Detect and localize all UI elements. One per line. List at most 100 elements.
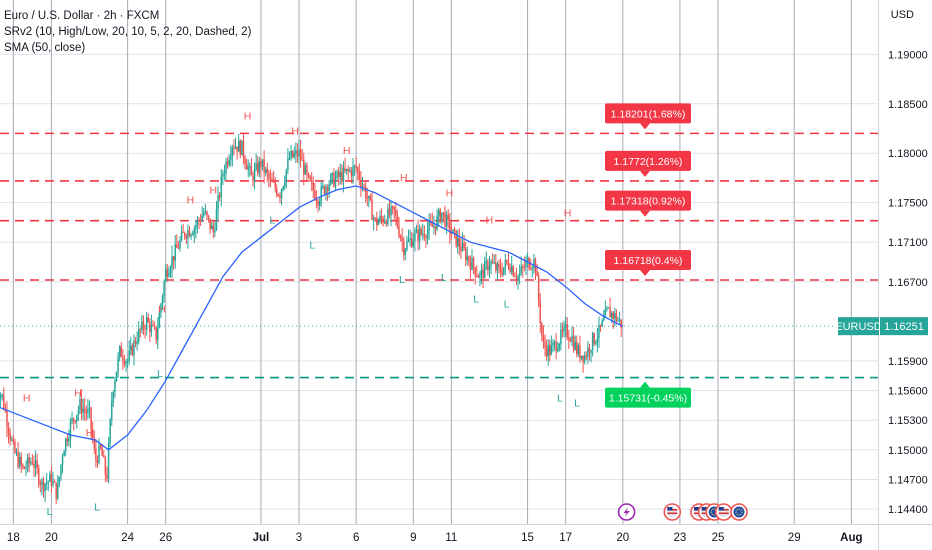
candle-up — [377, 220, 380, 225]
x-tick-label: 26 — [159, 532, 172, 544]
candle-up — [253, 168, 256, 182]
candle-up — [433, 225, 435, 228]
candle-down — [310, 180, 313, 183]
candle-up — [390, 206, 392, 216]
indicator-srv2[interactable]: SRv2 (10, High/Low, 20, 10, 5, 2, 20, Da… — [4, 26, 252, 38]
candle-up — [285, 169, 288, 182]
candle-up — [415, 229, 418, 233]
candle-up — [610, 312, 613, 318]
candle-up — [288, 158, 291, 160]
candle-down — [199, 220, 202, 222]
candle-down — [185, 236, 188, 239]
candle-down — [450, 232, 453, 234]
eu-flag-icon[interactable] — [730, 503, 748, 521]
candle-up — [118, 346, 121, 358]
candle-up — [161, 296, 164, 305]
candle-down — [91, 428, 94, 440]
pivot-high-label: H — [343, 145, 351, 157]
candle-up — [590, 350, 592, 353]
candle-down — [491, 261, 494, 263]
candle-down — [393, 206, 395, 210]
candle-down — [544, 342, 546, 348]
candle-up — [422, 233, 424, 235]
candle-up — [58, 477, 61, 485]
candle-down — [487, 261, 489, 271]
candle-up — [520, 266, 522, 273]
currency-label[interactable]: USD — [890, 9, 914, 21]
candle-up — [201, 215, 203, 222]
candle-up — [526, 257, 529, 262]
candle-up — [372, 217, 375, 221]
candle-up — [518, 272, 521, 277]
candle-up — [547, 344, 549, 357]
level-tag-pointer — [640, 381, 650, 388]
candle-down — [271, 178, 273, 182]
pivot-high-label: H — [74, 387, 82, 399]
pivot-high-label: H — [486, 214, 494, 226]
candle-up — [488, 265, 491, 271]
candle-down — [417, 229, 419, 242]
level-tag-text: 1.1772(1.26%) — [614, 156, 683, 168]
indicator-sma[interactable]: SMA (50, close) — [4, 42, 86, 54]
lightning-glyph — [623, 507, 630, 517]
x-tick-label: Jul — [253, 532, 270, 544]
level-tag-text: 1.15731(-0.45%) — [609, 393, 687, 405]
candle-down — [279, 195, 281, 199]
level-tag-resistance: 1.1772(1.26%) — [605, 150, 691, 177]
candle-up — [258, 160, 261, 174]
candle-down — [431, 223, 434, 228]
candle-up — [10, 439, 13, 441]
candle-down — [218, 195, 221, 198]
candle-down — [536, 271, 538, 277]
symbol-tag-box — [838, 317, 879, 336]
level-tag-support: 1.15731(-0.45%) — [605, 381, 691, 408]
y-tick-label: 1.16700 — [888, 277, 928, 289]
candle-up — [601, 320, 603, 327]
candle-down — [153, 325, 156, 328]
level-tag-text: 1.16718(0.4%) — [614, 255, 683, 267]
us-flag-icon[interactable] — [714, 503, 733, 521]
candle-up — [441, 212, 443, 222]
candle-down — [139, 329, 142, 331]
candle-down — [463, 243, 465, 249]
candle-up — [437, 210, 440, 216]
candle-up — [163, 281, 165, 297]
candle-up — [304, 165, 307, 175]
candle-up — [452, 229, 454, 234]
flag-stripe — [667, 512, 678, 515]
candle-up — [76, 415, 78, 422]
candle-down — [7, 426, 10, 434]
candle-down — [3, 394, 5, 409]
candle-up — [115, 371, 118, 382]
candle-up — [504, 260, 507, 268]
pivot-low-label: L — [309, 239, 315, 251]
candle-down — [333, 172, 335, 187]
candle-up — [503, 267, 505, 275]
level-tag-pointer — [640, 170, 650, 177]
candle-up — [461, 243, 464, 251]
candle-up — [71, 418, 73, 422]
y-tick-label: 1.17100 — [888, 237, 928, 249]
candle-up — [217, 195, 219, 210]
candle-up — [596, 338, 599, 343]
candle-down — [12, 439, 15, 443]
x-tick-label: 20 — [45, 532, 58, 544]
symbol-title[interactable]: Euro / U.S. Dollar · 2h · FXCM — [4, 10, 160, 22]
candle-up — [45, 482, 48, 484]
us-flag-icon[interactable] — [663, 503, 682, 521]
candle-down — [90, 407, 92, 429]
pivot-high-label: H — [244, 111, 252, 123]
candle-down — [420, 228, 422, 234]
x-tick-label: 24 — [121, 532, 134, 544]
pivot-low-label: L — [504, 299, 510, 311]
candle-down — [391, 206, 394, 208]
candle-up — [485, 261, 488, 263]
candle-up — [428, 222, 430, 231]
lightning-icon[interactable] — [617, 503, 636, 521]
candle-up — [44, 483, 46, 492]
candle-down — [272, 181, 275, 183]
y-tick-label: 1.14400 — [888, 504, 928, 516]
candle-up — [345, 168, 348, 172]
